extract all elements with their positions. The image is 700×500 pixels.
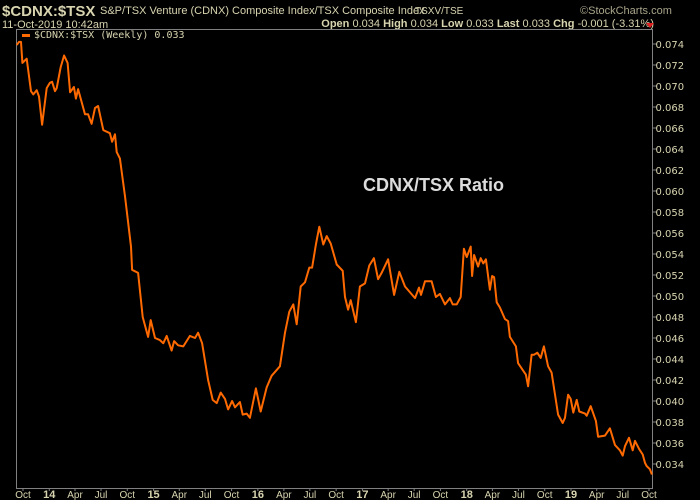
y-tick-label: 0.044 (656, 355, 685, 366)
x-tick-label-month: Jul (408, 490, 421, 500)
down-triangle-icon (646, 23, 654, 28)
x-tick-label-month: Apr (67, 490, 83, 500)
x-tick-label-month: Apr (485, 490, 501, 500)
x-tick-label-year: 18 (461, 489, 473, 500)
timestamp: 11-Oct-2019 10:42am (2, 19, 109, 31)
high-value: 0.034 (410, 18, 439, 30)
y-tick-label: 0.056 (656, 229, 685, 240)
y-tick-label: 0.050 (656, 292, 685, 303)
y-tick-label: 0.034 (656, 460, 685, 471)
quote-summary: Open 0.034 High 0.034 Low 0.033 Last 0.0… (321, 18, 654, 30)
x-tick-label-month: Oct (641, 490, 657, 500)
low-value: 0.033 (466, 18, 494, 30)
symbol-description: S&P/TSX Venture (CDNX) Composite Index/T… (100, 5, 425, 17)
x-tick-label-month: Oct (537, 490, 553, 500)
y-tick-label: 0.064 (656, 145, 685, 156)
series-line-cdnx-tsx (15, 40, 653, 475)
y-tick-label: 0.062 (656, 166, 685, 177)
x-tick-label-month: Jul (95, 490, 108, 500)
open-value: 0.034 (352, 18, 380, 30)
high-label: High (383, 18, 408, 30)
x-tick-label-month: Jul (303, 490, 316, 500)
y-tick-label: 0.070 (656, 82, 685, 93)
x-tick-label-year: 15 (147, 489, 159, 500)
x-tick-label-month: Apr (380, 490, 396, 500)
x-tick-label-month: Oct (15, 490, 31, 500)
y-tick-label: 0.046 (656, 334, 685, 345)
x-tick-label-year: 14 (43, 489, 56, 500)
x-tick-label-year: 16 (252, 489, 264, 500)
exchange-label: TSXV/TSE (415, 6, 464, 17)
x-tick-label-month: Apr (172, 490, 188, 500)
x-tick-label-month: Oct (328, 490, 344, 500)
legend-swatch (22, 33, 30, 37)
y-tick-label: 0.066 (656, 124, 685, 135)
last-label: Last (496, 18, 520, 30)
low-label: Low (441, 18, 464, 30)
legend: $CDNX:$TSX (Weekly) 0.033 (22, 30, 185, 41)
y-tick-label: 0.060 (656, 187, 685, 198)
y-axis: 0.074 0.072 0.070 0.068 0.066 0.064 0.062 0.060… (652, 40, 685, 471)
y-tick-label: 0.074 (656, 40, 685, 51)
y-tick-label: 0.068 (656, 103, 685, 114)
chg-value: -0.001 (-3.31%) (577, 18, 654, 30)
legend-label: $CDNX:$TSX (Weekly) 0.033 (34, 30, 185, 41)
x-tick-label-year: 17 (356, 489, 368, 500)
x-tick-label-month: Jul (616, 490, 629, 500)
y-tick-label: 0.036 (656, 439, 685, 450)
chg-label: Chg (553, 18, 575, 30)
x-tick-label-year: 19 (565, 489, 577, 500)
chart-annotation: CDNX/TSX Ratio (363, 175, 505, 195)
y-tick-label: 0.052 (656, 271, 685, 282)
y-tick-label: 0.042 (656, 376, 685, 387)
x-tick-label-month: Jul (199, 490, 212, 500)
y-tick-label: 0.048 (656, 313, 685, 324)
x-tick-label-month: Oct (224, 490, 240, 500)
plot-frame (16, 29, 653, 489)
y-tick-label: 0.040 (656, 397, 685, 408)
x-tick-label-month: Oct (433, 490, 449, 500)
y-tick-label: 0.054 (656, 250, 685, 261)
x-axis: Oct 14 Apr Jul Oct 15 Apr Jul Oct 16 Apr Jul Oct 17 Ap… (15, 488, 657, 500)
y-tick-label: 0.072 (656, 61, 685, 72)
x-tick-label-month: Oct (120, 490, 136, 500)
brand-logo: ©StockCharts.com (580, 5, 672, 17)
y-tick-label: 0.038 (656, 418, 685, 429)
x-tick-label-month: Apr (589, 490, 605, 500)
y-tick-label: 0.058 (656, 208, 685, 219)
symbol-title: $CDNX:$TSX (2, 3, 96, 20)
x-tick-label-month: Apr (276, 490, 292, 500)
last-value: 0.033 (522, 18, 551, 30)
x-tick-label-month: Jul (512, 490, 525, 500)
open-label: Open (321, 18, 350, 30)
